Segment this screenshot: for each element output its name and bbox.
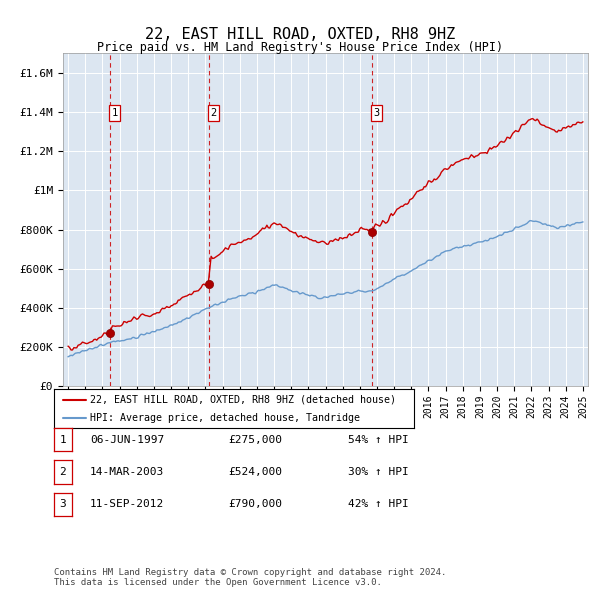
Text: 3: 3 [374,108,380,118]
Point [204,279,214,289]
Text: 30% ↑ HPI: 30% ↑ HPI [348,467,409,477]
Text: 22, EAST HILL ROAD, OXTED, RH8 9HZ: 22, EAST HILL ROAD, OXTED, RH8 9HZ [145,27,455,41]
Text: 42% ↑ HPI: 42% ↑ HPI [348,500,409,509]
Text: Contains HM Land Registry data © Crown copyright and database right 2024.
This d: Contains HM Land Registry data © Crown c… [54,568,446,587]
Text: £790,000: £790,000 [228,500,282,509]
Text: 2: 2 [211,108,217,118]
Point [105,328,115,337]
Text: 1: 1 [112,108,118,118]
Text: HPI: Average price, detached house, Tandridge: HPI: Average price, detached house, Tand… [90,413,360,423]
Text: 2: 2 [59,467,67,477]
Text: 11-SEP-2012: 11-SEP-2012 [90,500,164,509]
Text: £524,000: £524,000 [228,467,282,477]
Text: 06-JUN-1997: 06-JUN-1997 [90,435,164,444]
Text: 22, EAST HILL ROAD, OXTED, RH8 9HZ (detached house): 22, EAST HILL ROAD, OXTED, RH8 9HZ (deta… [90,395,396,405]
Text: Price paid vs. HM Land Registry's House Price Index (HPI): Price paid vs. HM Land Registry's House … [97,41,503,54]
Text: 3: 3 [59,500,67,509]
Text: 14-MAR-2003: 14-MAR-2003 [90,467,164,477]
Text: 54% ↑ HPI: 54% ↑ HPI [348,435,409,444]
Text: £275,000: £275,000 [228,435,282,444]
Point [367,227,377,236]
Text: 1: 1 [59,435,67,444]
